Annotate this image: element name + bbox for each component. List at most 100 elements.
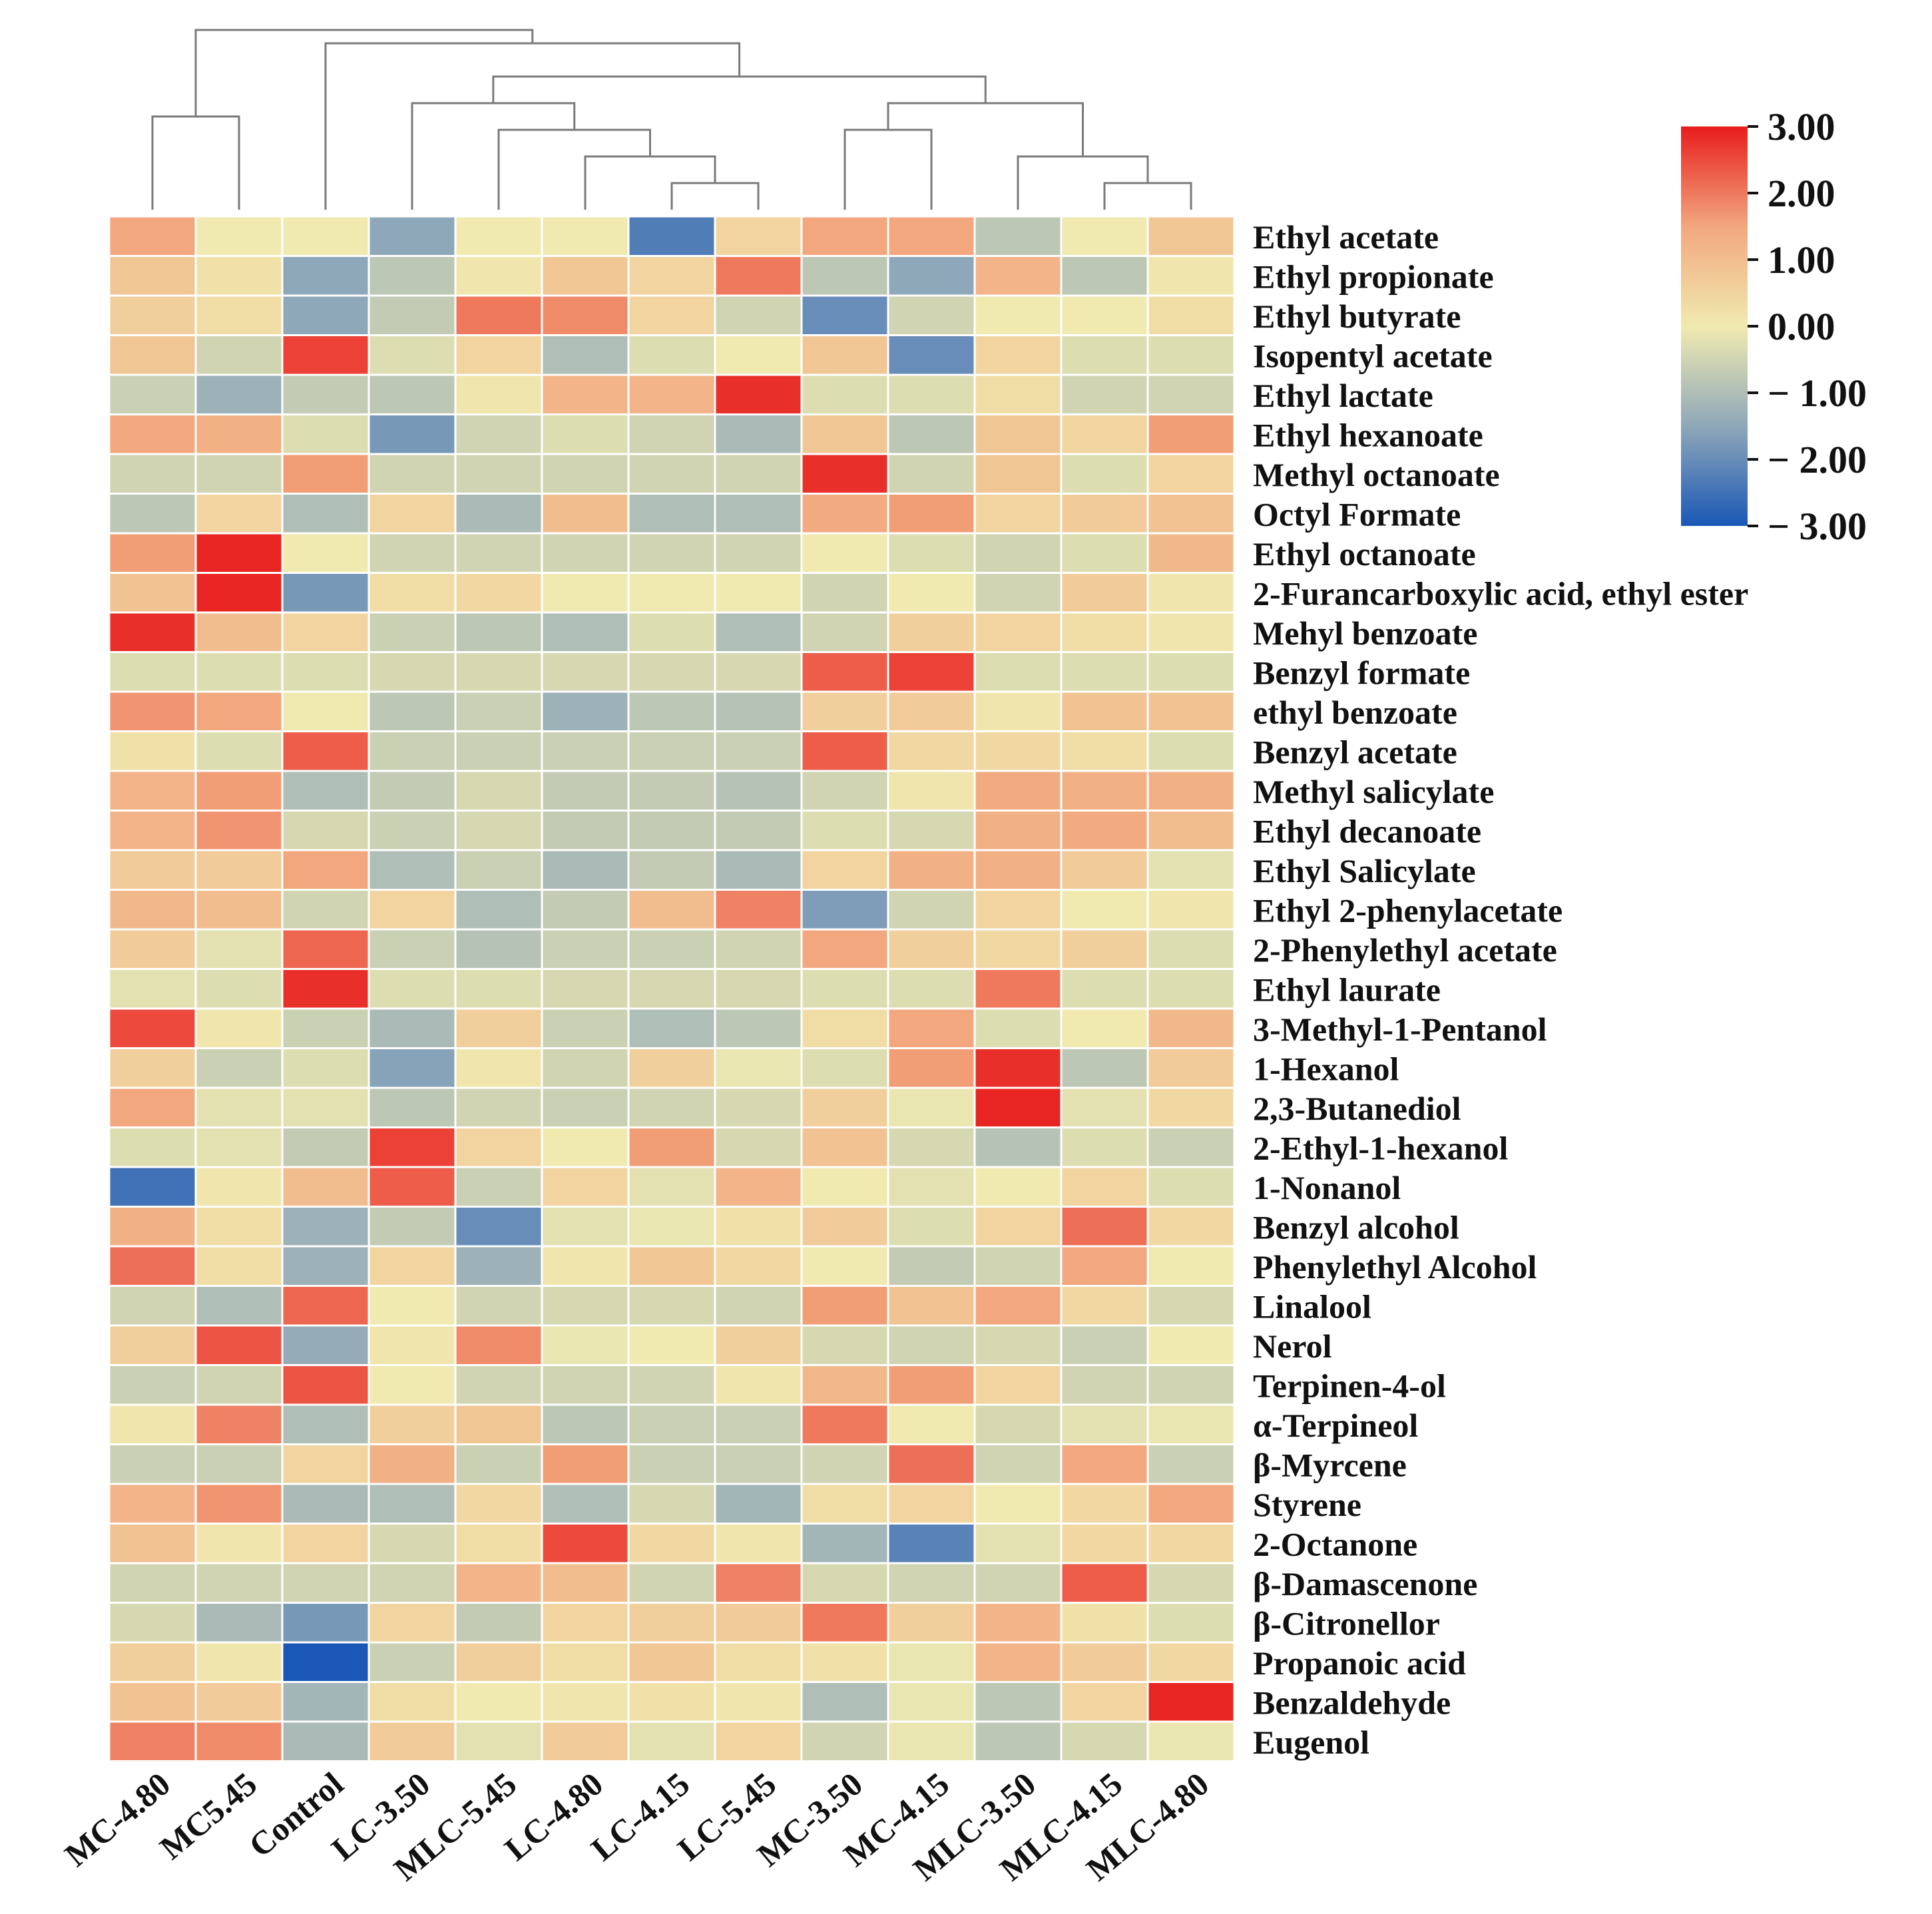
heatmap-cell	[887, 1443, 976, 1485]
heatmap-cell	[627, 690, 716, 732]
heatmap-cell	[973, 532, 1063, 574]
heatmap-cell	[281, 1245, 370, 1287]
heatmap-cell	[714, 1641, 803, 1683]
heatmap-cell	[800, 1403, 889, 1445]
heatmap-cell	[1060, 1126, 1149, 1168]
heatmap-cell	[800, 1523, 889, 1564]
heatmap-cell	[800, 1206, 889, 1248]
heatmap-cell	[1146, 1126, 1236, 1168]
column-label: LC-4.80	[497, 1765, 610, 1867]
heatmap-cell	[454, 1483, 543, 1525]
heatmap-cell	[194, 1720, 284, 1762]
heatmap-cell	[1146, 215, 1236, 257]
heatmap-cell	[627, 611, 716, 653]
heatmap-cell	[887, 1403, 976, 1445]
heatmap-cell	[367, 611, 457, 653]
heatmap-cell	[541, 572, 630, 614]
heatmap-cell	[1060, 215, 1149, 257]
dendrogram-link	[411, 102, 576, 210]
heatmap-cell	[714, 1483, 803, 1525]
heatmap-cell	[714, 413, 803, 455]
heatmap-cell	[1146, 1245, 1236, 1287]
heatmap-cell	[973, 1681, 1063, 1723]
heatmap-cell	[800, 1047, 889, 1089]
heatmap-cell	[367, 255, 457, 297]
heatmap-cell	[1060, 889, 1149, 931]
row-label: Ethyl acetate	[1253, 218, 1439, 256]
colorbar-tick-label: 2.00	[1768, 172, 1835, 215]
heatmap-cell	[367, 928, 457, 970]
heatmap-cell	[800, 1443, 889, 1485]
heatmap-cell	[1146, 1047, 1236, 1089]
heatmap-cell	[454, 1523, 543, 1564]
heatmap-cell	[1060, 849, 1149, 891]
heatmap-cell	[1146, 1206, 1236, 1248]
heatmap-cell	[1146, 928, 1236, 970]
heatmap-cell	[281, 1047, 370, 1089]
heatmap-cell	[281, 1166, 370, 1208]
heatmap-cell	[973, 453, 1063, 495]
heatmap-cell	[281, 889, 370, 931]
heatmap-cell	[454, 810, 543, 851]
heatmap-cell	[367, 1007, 457, 1049]
row-label: Ethyl hexanoate	[1253, 416, 1483, 453]
heatmap-cell	[1060, 770, 1149, 812]
heatmap-cell	[800, 1720, 889, 1762]
heatmap-cell	[454, 1602, 543, 1644]
heatmap-cell	[1146, 453, 1236, 495]
heatmap-cell	[800, 1324, 889, 1366]
heatmap-cell	[541, 1166, 630, 1208]
heatmap-cell	[454, 928, 543, 970]
row-label: Mehyl benzoate	[1253, 614, 1477, 652]
heatmap-cell	[887, 849, 976, 891]
heatmap-cell	[194, 1602, 284, 1644]
heatmap-cell	[627, 810, 716, 851]
heatmap-cell	[887, 294, 976, 336]
heatmap-cell	[454, 611, 543, 653]
heatmap-cell	[627, 1007, 716, 1049]
heatmap-cell	[367, 1364, 457, 1406]
heatmap-cell	[281, 810, 370, 851]
heatmap-cell	[627, 1602, 716, 1644]
heatmap-cell	[800, 1166, 889, 1208]
heatmap-cell	[367, 770, 457, 812]
row-label: ethyl benzoate	[1253, 694, 1457, 731]
dendrogram-link	[1103, 182, 1192, 210]
heatmap-cell	[887, 1364, 976, 1406]
heatmap-cell	[281, 651, 370, 693]
heatmap-cell	[367, 1681, 457, 1723]
heatmap-cell	[800, 810, 889, 851]
heatmap-cell	[194, 730, 284, 772]
heatmap-cell	[541, 1364, 630, 1406]
heatmap-cell	[1146, 1641, 1236, 1683]
heatmap-cell	[973, 255, 1063, 297]
heatmap-cell	[108, 928, 197, 970]
heatmap-cell	[627, 1126, 716, 1168]
heatmap-cell	[714, 1166, 803, 1208]
heatmap-cell	[887, 889, 976, 931]
heatmap-cell	[454, 849, 543, 891]
heatmap-cell	[194, 928, 284, 970]
heatmap-cell	[714, 1086, 803, 1128]
heatmap-cell	[281, 215, 370, 257]
dendrogram-link	[492, 75, 987, 103]
heatmap-cell	[627, 1403, 716, 1445]
heatmap-cell	[973, 928, 1063, 970]
dendrogram-link	[324, 42, 741, 210]
heatmap-cell	[800, 611, 889, 653]
heatmap-cell	[194, 1206, 284, 1248]
heatmap-cell	[714, 1047, 803, 1089]
heatmap-cell	[194, 1364, 284, 1406]
heatmap-cell	[1146, 1483, 1236, 1525]
heatmap-cell	[973, 1403, 1063, 1445]
heatmap-cell	[1060, 1364, 1149, 1406]
row-label: Eugenol	[1253, 1724, 1369, 1761]
heatmap-cell	[800, 730, 889, 772]
heatmap-cell	[887, 690, 976, 732]
heatmap-cell	[108, 1166, 197, 1208]
heatmap-cell	[800, 1007, 889, 1049]
heatmap-cell	[194, 572, 284, 614]
heatmap-cell	[887, 572, 976, 614]
heatmap-cell	[714, 1720, 803, 1762]
heatmap-cell	[1146, 1443, 1236, 1485]
